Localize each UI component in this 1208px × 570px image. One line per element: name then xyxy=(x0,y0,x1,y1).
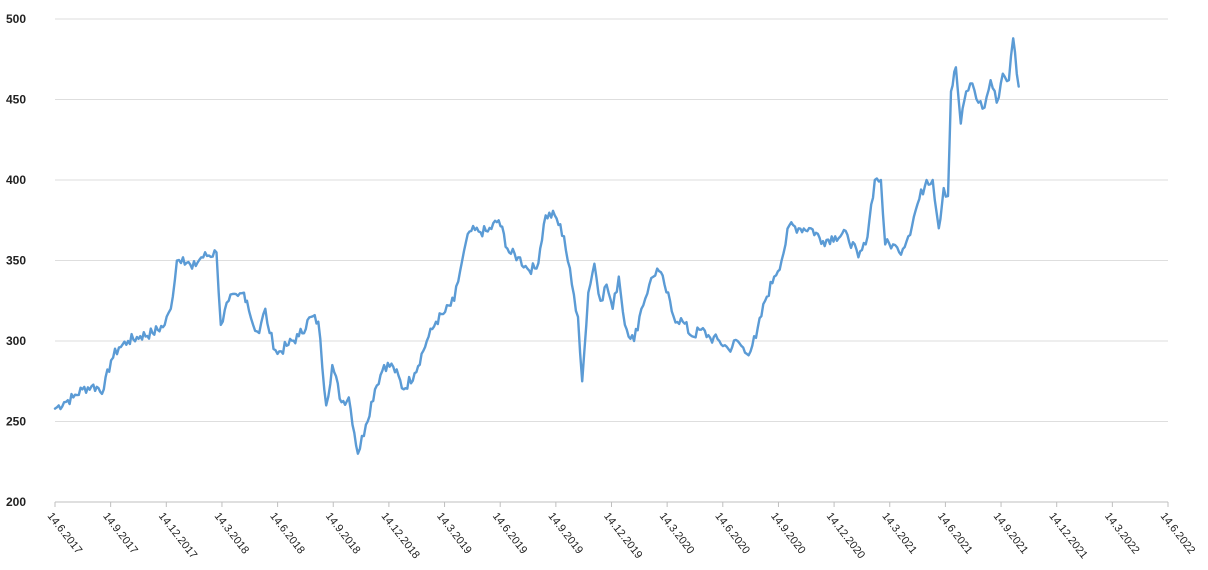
x-tick-label: 14.3.2018 xyxy=(212,510,252,556)
x-tick-label: 14.3.2021 xyxy=(879,510,919,556)
y-axis-ticks: 200 250 300 350 400 450 500 xyxy=(6,12,26,509)
x-tick-label: 14.9.2017 xyxy=(100,510,140,556)
y-tick-label: 400 xyxy=(6,173,26,187)
x-tick-label: 14.12.2021 xyxy=(1046,510,1089,561)
y-tick-label: 250 xyxy=(6,415,26,429)
x-tick-label: 14.6.2022 xyxy=(1158,510,1198,556)
x-tick-label: 14.3.2019 xyxy=(434,510,474,556)
y-tick-label: 200 xyxy=(6,495,26,509)
x-tick-label: 14.12.2018 xyxy=(379,510,422,561)
gridlines xyxy=(55,18,1168,422)
x-tick-label: 14.6.2018 xyxy=(267,510,307,556)
x-tick-label: 14.3.2022 xyxy=(1102,510,1142,556)
x-tick-label: 14.9.2020 xyxy=(768,510,808,556)
x-axis-ticks: 14.6.2017 14.9.2017 14.12.2017 14.3.2018 14.… xyxy=(45,502,1198,561)
x-tick-label: 14.9.2018 xyxy=(323,510,363,556)
x-tick-label: 14.9.2019 xyxy=(545,510,585,556)
x-tick-label: 14.6.2020 xyxy=(712,510,752,556)
price-series-line xyxy=(53,37,1020,455)
x-tick-label: 14.3.2020 xyxy=(657,510,697,556)
x-tick-label: 14.12.2019 xyxy=(601,510,644,561)
x-tick-label: 14.6.2017 xyxy=(45,510,85,556)
y-tick-label: 500 xyxy=(6,12,26,26)
x-tick-label: 14.12.2017 xyxy=(156,510,199,561)
x-tick-label: 14.12.2020 xyxy=(824,510,867,561)
x-tick-label: 14.6.2019 xyxy=(490,510,530,556)
x-tick-label: 14.9.2021 xyxy=(991,510,1031,556)
x-tick-label: 14.6.2021 xyxy=(935,510,975,556)
y-tick-label: 450 xyxy=(6,93,26,107)
y-tick-label: 350 xyxy=(6,254,26,268)
y-tick-label: 300 xyxy=(6,334,26,348)
